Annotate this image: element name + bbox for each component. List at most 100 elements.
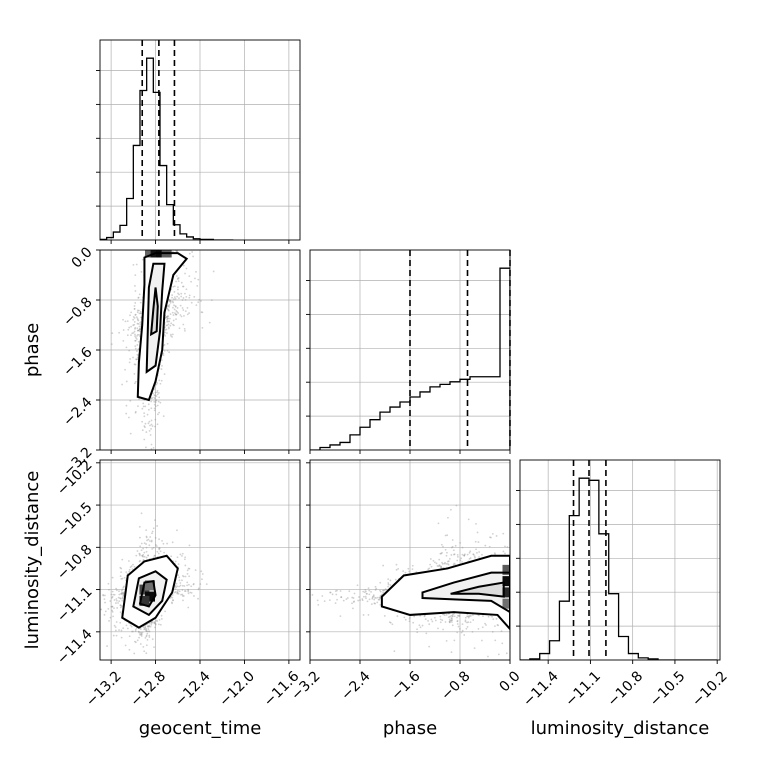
scatter-point: [166, 320, 169, 322]
scatter-point: [198, 298, 201, 301]
scatter-point: [323, 600, 326, 603]
scatter-point: [472, 619, 475, 621]
scatter-point: [164, 610, 166, 613]
scatter-point: [317, 603, 320, 606]
scatter-point: [136, 318, 139, 321]
scatter-point: [122, 318, 124, 321]
scatter-point: [413, 615, 416, 618]
scatter-point: [131, 568, 134, 571]
scatter-point: [157, 233, 159, 235]
scatter-point: [100, 608, 103, 611]
scatter-point: [464, 619, 467, 622]
scatter-point: [403, 616, 406, 619]
scatter-point: [171, 296, 173, 299]
scatter-point: [173, 290, 176, 293]
scatter-point: [459, 542, 462, 544]
scatter-point: [134, 285, 136, 287]
scatter-point: [352, 601, 355, 603]
scatter-point: [423, 615, 426, 618]
scatter-point: [372, 595, 375, 598]
scatter-point: [147, 630, 150, 633]
scatter-point: [153, 247, 155, 249]
scatter-point: [138, 397, 140, 400]
scatter-point: [437, 522, 440, 525]
scatter-point: [170, 555, 173, 558]
scatter-point: [180, 295, 183, 298]
scatter-point: [143, 628, 146, 631]
scatter-point: [346, 597, 349, 599]
scatter-point: [532, 612, 534, 614]
scatter-point: [152, 392, 155, 395]
scatter-point: [412, 621, 415, 624]
scatter-point: [478, 614, 480, 617]
scatter-point: [448, 621, 451, 624]
scatter-point: [496, 623, 499, 626]
scatter-point: [382, 564, 385, 567]
scatter-point: [440, 566, 443, 569]
scatter-point: [140, 549, 143, 552]
scatter-point: [153, 622, 156, 624]
scatter-point: [444, 621, 447, 623]
scatter-point: [352, 597, 355, 599]
scatter-point: [164, 316, 167, 319]
scatter-point: [446, 563, 449, 565]
scatter-point: [132, 332, 135, 334]
scatter-point: [104, 594, 106, 597]
scatter-point: [184, 575, 187, 578]
scatter-point: [154, 626, 156, 629]
scatter-point: [161, 243, 163, 245]
scatter-point: [197, 301, 200, 304]
scatter-point: [525, 543, 527, 545]
scatter-point: [175, 582, 178, 585]
scatter-point: [128, 361, 131, 364]
scatter-point: [140, 668, 142, 670]
scatter-point: [171, 599, 174, 602]
contour-line-1: [132, 570, 168, 617]
scatter-point: [122, 339, 125, 342]
scatter-point: [154, 623, 157, 626]
scatter-point: [177, 563, 180, 566]
scatter-point: [178, 327, 181, 330]
scatter-point: [133, 308, 136, 310]
scatter-point: [379, 596, 382, 599]
scatter-point: [174, 585, 177, 588]
scatter-point: [173, 304, 175, 307]
scatter-point: [144, 626, 147, 628]
scatter-point: [391, 623, 394, 626]
scatter-point: [451, 615, 454, 617]
scatter-point: [151, 638, 154, 641]
scatter-point: [385, 588, 388, 591]
scatter-point: [172, 314, 175, 316]
scatter-point: [120, 592, 122, 595]
scatter-point: [174, 313, 177, 316]
scatter-point: [176, 250, 178, 253]
scatter-point: [438, 558, 441, 561]
scatter-point: [135, 358, 138, 361]
scatter-point: [512, 590, 514, 592]
y-tick-label: −2.4: [60, 394, 95, 429]
scatter-point: [191, 251, 194, 253]
scatter-point: [362, 614, 365, 616]
scatter-point: [450, 619, 452, 622]
scatter-point: [115, 599, 118, 602]
scatter-point: [139, 323, 142, 326]
scatter-point: [136, 333, 139, 336]
scatter-point: [387, 578, 390, 581]
scatter-point: [137, 340, 140, 343]
scatter-point: [153, 242, 155, 244]
scatter-point: [127, 560, 130, 562]
scatter-point: [124, 368, 126, 371]
scatter-point: [473, 647, 476, 650]
scatter-point: [176, 585, 179, 588]
scatter-point: [477, 541, 480, 543]
y-tick-label: 0.0: [69, 244, 96, 271]
scatter-point: [198, 587, 200, 590]
scatter-point: [177, 280, 180, 283]
scatter-point: [176, 591, 179, 594]
y-tick-label: −11.1: [54, 584, 96, 626]
scatter-point: [169, 299, 171, 302]
scatter-point: [171, 294, 174, 296]
scatter-point: [502, 550, 505, 553]
scatter-point: [134, 380, 137, 383]
scatter-point: [111, 590, 114, 593]
